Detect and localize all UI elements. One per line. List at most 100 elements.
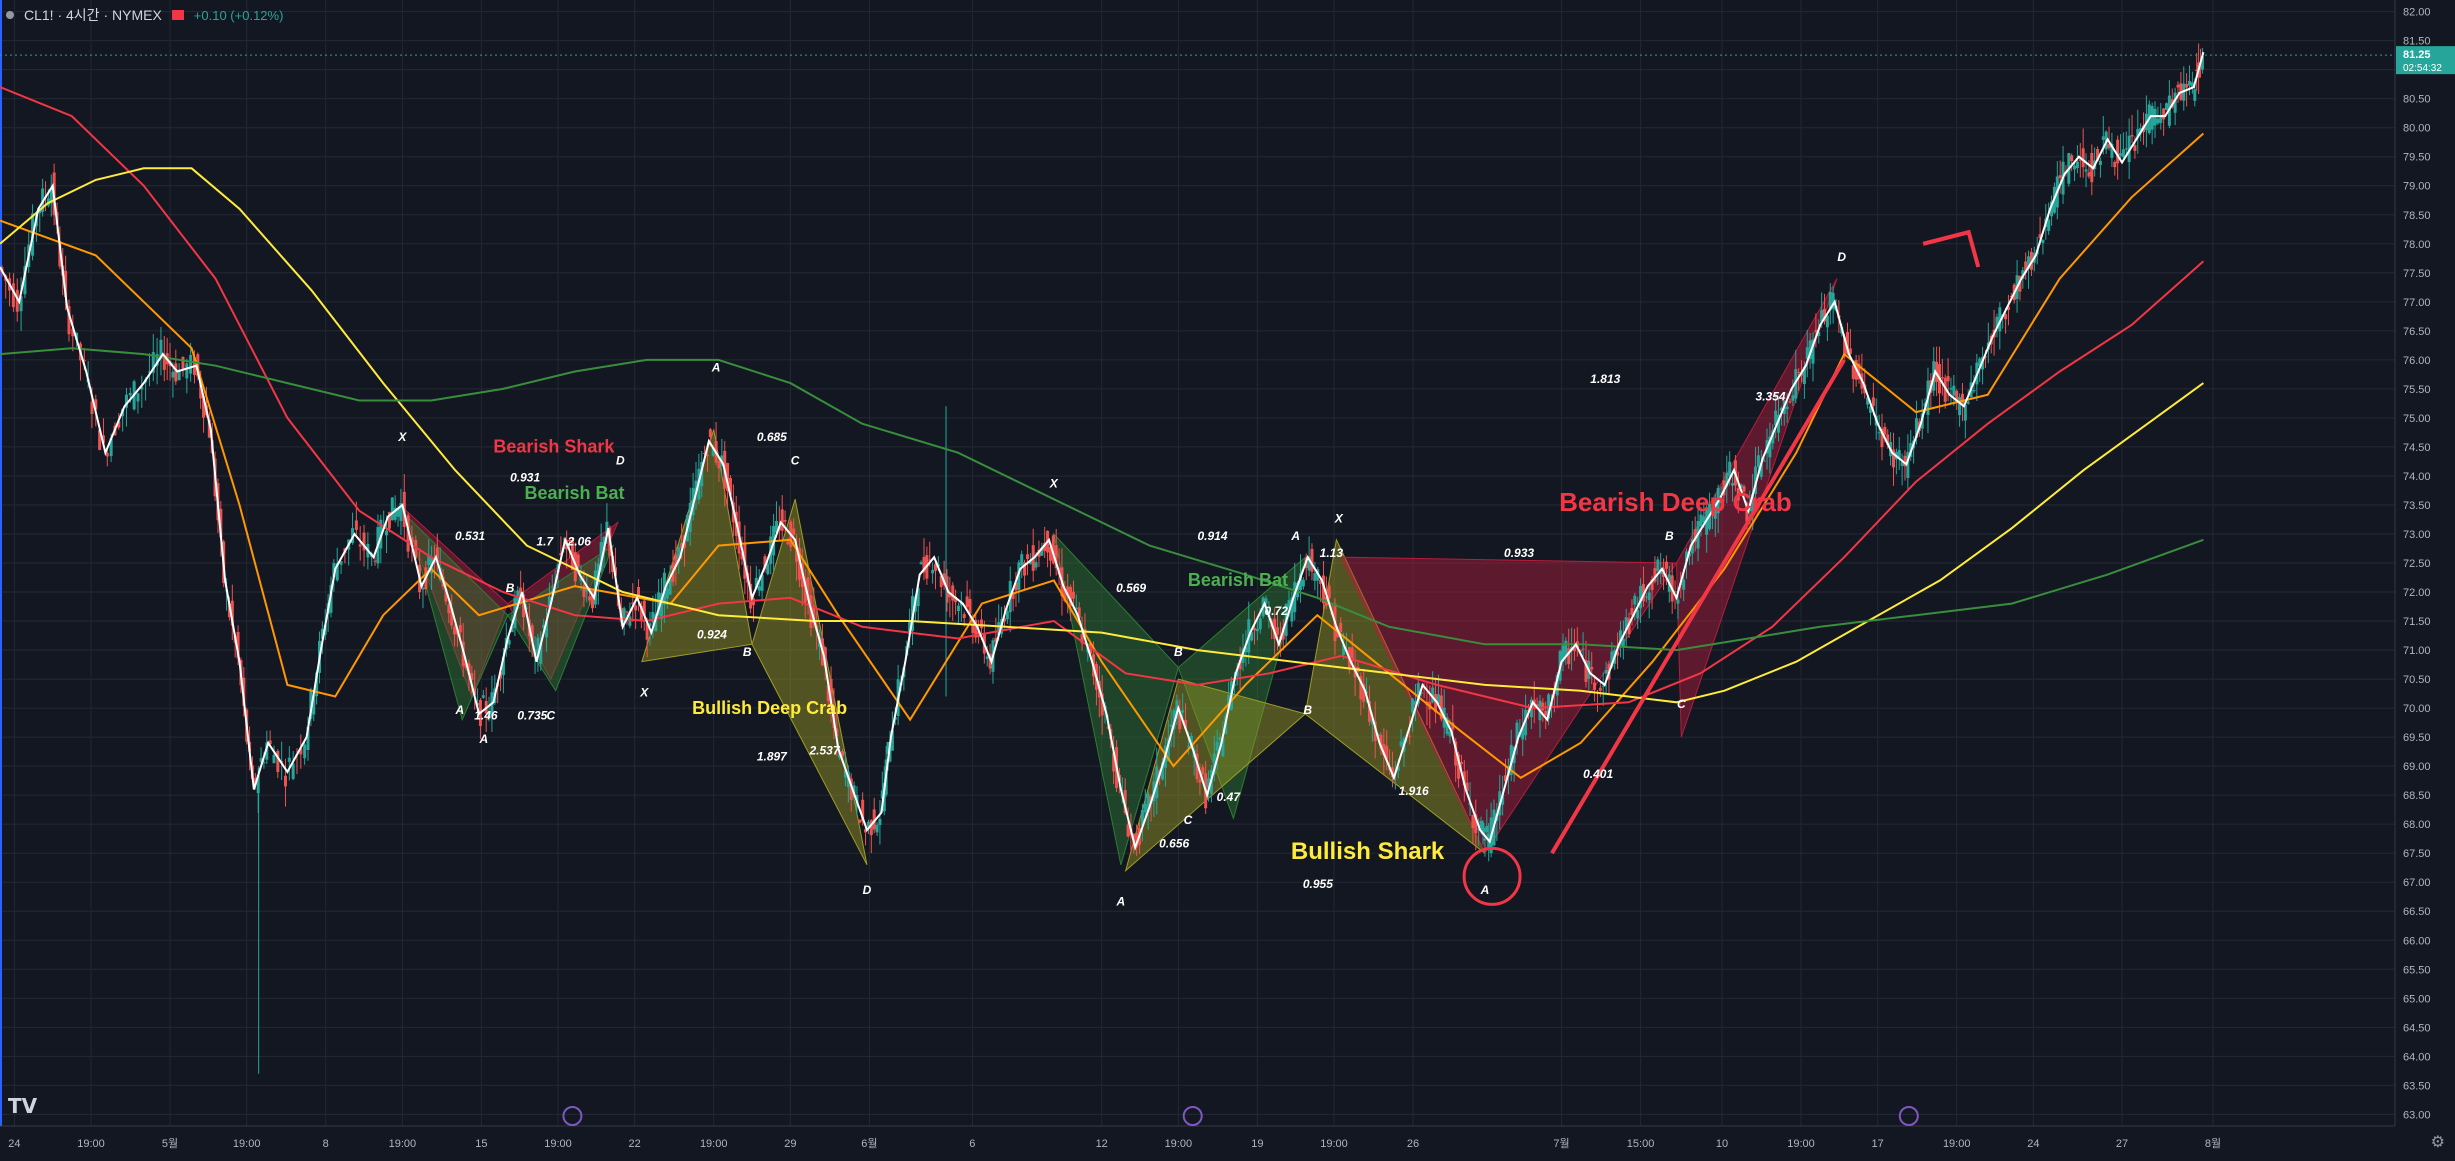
current-price-value: 81.25: [2403, 49, 2431, 61]
candle-body: [2176, 84, 2180, 88]
candle-body: [283, 775, 287, 787]
x-tick-label: 8: [323, 1138, 329, 1150]
candle-body: [1972, 389, 1976, 392]
candle-body: [962, 614, 966, 619]
candle-body: [711, 447, 715, 456]
candle-body: [971, 619, 975, 634]
candle-body: [806, 577, 810, 601]
candle-body: [2199, 65, 2203, 68]
y-tick-label: 80.00: [2403, 123, 2431, 135]
candle-body: [315, 672, 319, 697]
candle-body: [539, 642, 543, 664]
candle-body: [2070, 155, 2074, 162]
candle-body: [933, 564, 937, 571]
candle-body: [2116, 139, 2120, 164]
candle-body: [1590, 666, 1594, 670]
candle-body: [2162, 108, 2166, 120]
candle-body: [1238, 660, 1242, 670]
x-tick-label: 26: [1407, 1138, 1419, 1150]
candle-body: [1439, 695, 1443, 720]
candle-body: [974, 619, 978, 638]
symbol-header[interactable]: CL1! · 4시간 · NYMEX +0.10 (+0.12%): [6, 4, 283, 26]
candle-body: [174, 363, 178, 382]
y-tick-label: 65.50: [2403, 964, 2431, 976]
candle-body: [447, 604, 451, 614]
candle-body: [568, 539, 572, 542]
candle-body: [177, 369, 181, 381]
candle-body: [1601, 685, 1605, 687]
x-tick-label: 6: [969, 1138, 975, 1150]
candle-body: [109, 438, 113, 457]
candle-body: [385, 530, 389, 536]
candle-body: [1618, 630, 1622, 646]
candle-body: [2084, 169, 2088, 172]
fib-ratio-label: 0.914: [1198, 529, 1228, 543]
candle-body: [622, 608, 626, 623]
candle-body: [1123, 790, 1127, 814]
candle-body: [858, 819, 862, 823]
candle-body: [64, 270, 68, 298]
candle-body: [717, 460, 721, 469]
candle-body: [1808, 340, 1812, 360]
candle-body: [1791, 395, 1795, 401]
y-tick-label: 64.50: [2403, 1022, 2431, 1034]
arrow-shaft: [1922, 230, 1970, 246]
symbol-title[interactable]: CL1! · 4시간 · NYMEX: [24, 7, 162, 23]
candle-body: [1028, 560, 1032, 565]
candle-body: [1379, 734, 1383, 749]
candle-body: [639, 605, 643, 620]
x-tick-label: 19:00: [389, 1138, 417, 1150]
candle-body: [1754, 466, 1758, 494]
y-tick-label: 67.50: [2403, 848, 2431, 860]
candle-body: [1126, 824, 1130, 837]
candle-body: [1866, 397, 1870, 405]
candle-body: [1584, 659, 1588, 682]
fib-ratio-label: 1.7: [536, 535, 554, 549]
settings-gear-icon[interactable]: ⚙: [2430, 1134, 2445, 1151]
x-tick-label: 12: [1096, 1138, 1108, 1150]
pattern-point-label: A: [478, 732, 488, 746]
candle-body: [1846, 332, 1850, 354]
candle-body: [1181, 710, 1185, 713]
candle-body: [1906, 452, 1910, 478]
candle-body: [1477, 828, 1481, 830]
candle-body: [888, 746, 892, 762]
candle-body: [648, 623, 652, 627]
x-tick-label: 7월: [1553, 1137, 1569, 1150]
candle-body: [1396, 766, 1400, 771]
candle-body: [501, 656, 505, 676]
candle-body: [1416, 683, 1420, 704]
candle-body: [1501, 794, 1505, 805]
candle-body: [1564, 640, 1568, 656]
candle-body: [1014, 582, 1018, 591]
candle-body: [997, 622, 1001, 636]
pattern-point-label: A: [1116, 894, 1126, 908]
candle-body: [1610, 651, 1614, 668]
status-dot-icon: [6, 11, 14, 19]
x-tick-label: 22: [629, 1138, 641, 1150]
candle-body: [1474, 814, 1478, 834]
y-tick-label: 80.50: [2403, 94, 2431, 106]
candle-body: [1382, 744, 1386, 756]
candle-body: [1023, 562, 1027, 576]
candle-body: [795, 550, 799, 562]
flag-icon[interactable]: [171, 10, 184, 20]
candle-body: [1287, 600, 1291, 608]
fib-ratio-label: 0.924: [697, 627, 727, 641]
candle-body: [2087, 172, 2091, 177]
candle-body: [1883, 426, 1887, 435]
candle-body: [1350, 647, 1354, 662]
y-tick-label: 74.00: [2403, 471, 2431, 483]
tradingview-logo-icon[interactable]: TV: [8, 1094, 38, 1118]
candle-body: [1481, 822, 1485, 835]
candle-body: [1805, 347, 1809, 359]
candle-body: [864, 829, 868, 833]
candle-body: [1462, 771, 1466, 786]
candle-body: [2073, 165, 2077, 170]
candle-body: [1025, 554, 1029, 560]
candle-body: [1143, 803, 1147, 813]
candle-body: [2188, 80, 2192, 86]
candle-body: [2153, 108, 2157, 126]
